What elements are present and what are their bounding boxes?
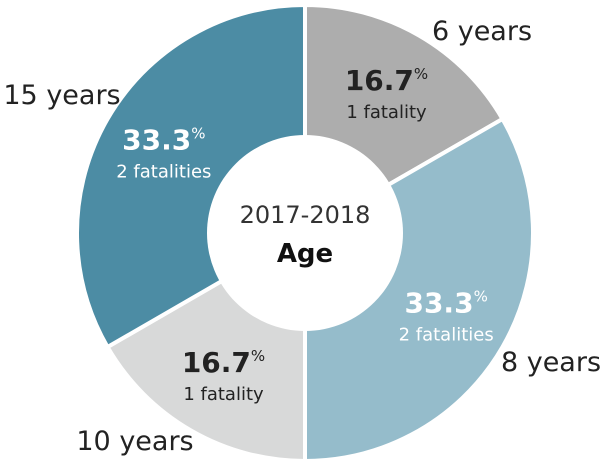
category-label-8-years: 8 years [501,347,601,378]
detail-label-10-years: 1 fatality [183,384,264,405]
donut-hole [207,135,403,331]
detail-label-6-years: 1 fatality [346,102,427,123]
category-label-6-years: 6 years [432,16,532,47]
value-label-6-years: 16.7% [345,64,428,97]
chart-subtitle: 2017-2018 [240,201,371,229]
value-label-8-years: 33.3% [404,287,487,320]
category-label-10-years: 10 years [76,426,193,457]
labels-group: 16.7% 1 fatality 6 years 33.3% 2 fatalities 8… [3,16,601,457]
value-label-15-years: 33.3% [122,124,205,157]
value-label-10-years: 16.7% [182,346,265,379]
chart-title: Age [277,239,333,269]
category-label-15-years: 15 years [3,80,120,111]
detail-label-8-years: 2 fatalities [399,325,494,346]
detail-label-15-years: 2 fatalities [116,162,211,183]
